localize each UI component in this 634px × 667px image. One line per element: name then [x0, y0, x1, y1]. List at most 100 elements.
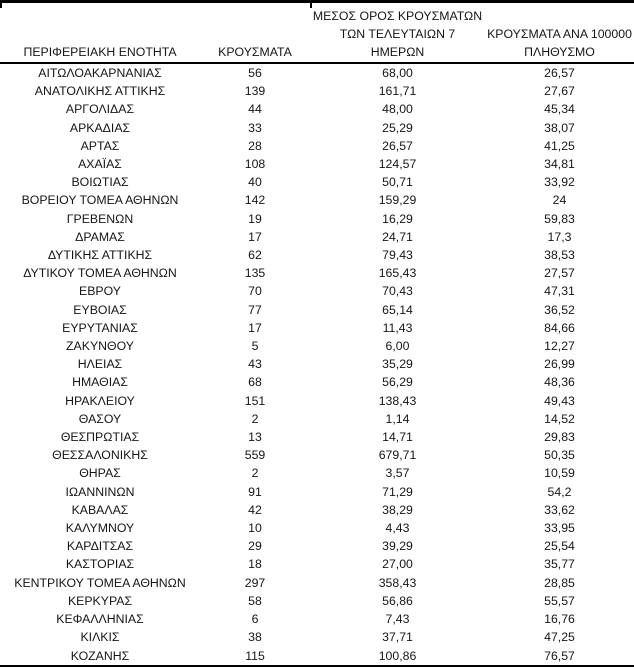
table-row: ΘΕΣΠΡΩΤΙΑΣ 13 14,71 29,83	[0, 428, 634, 446]
cell-cases: 297	[244, 575, 266, 590]
cell-avg7days: 39,29	[382, 539, 413, 554]
cell-avg7days: 124,57	[378, 157, 417, 172]
cell-region: ΓΡΕΒΕΝΩΝ	[66, 211, 134, 226]
cell-per100k: 38,07	[544, 120, 575, 135]
table-row: ΘΕΣΣΑΛΟΝΙΚΗΣ 559 679,71 50,35	[0, 446, 634, 464]
cell-cases: 91	[248, 484, 262, 499]
cell-per100k: 27,67	[544, 84, 575, 99]
table-row: ΚΑΣΤΟΡΙΑΣ 18 27,00 35,77	[0, 555, 634, 573]
cell-cases: 17	[248, 320, 262, 335]
cell-per100k: 17,3	[547, 229, 572, 244]
cell-per100k: 29,83	[544, 430, 575, 445]
cell-per100k: 33,95	[544, 521, 575, 536]
table-row: ΗΛΕΙΑΣ 43 35,29 26,99	[0, 355, 634, 373]
cell-region: ΚΑΒΑΛΑΣ	[71, 502, 129, 517]
cell-per100k: 47,31	[544, 284, 575, 299]
cell-cases: 70	[248, 284, 262, 299]
cell-cases: 33	[248, 120, 262, 135]
table-row: ΘΑΣΟΥ 2 1,14 14,52	[0, 410, 634, 428]
cell-region: ΗΜΑΘΙΑΣ	[72, 375, 128, 390]
cell-region: ΔΥΤΙΚΗΣ ΑΤΤΙΚΗΣ	[47, 248, 153, 263]
table-body: ΑΙΤΩΛΟΑΚΑΡΝΑΝΙΑΣ 56 68,00 26,57 ΑΝΑΤΟΛΙΚ…	[0, 63, 634, 666]
cell-per100k: 12,27	[544, 339, 575, 354]
cell-cases: 56	[248, 66, 262, 80]
cell-avg7days: 6,00	[385, 339, 410, 354]
cell-cases: 115	[245, 648, 265, 663]
cell-region: ΘΕΣΠΡΩΤΙΑΣ	[60, 430, 140, 445]
cell-region: ΕΥΡΥΤΑΝΙΑΣ	[62, 320, 138, 335]
table-row: ΑΧΑΪΑΣ 108 124,57 34,81	[0, 155, 634, 173]
table-row: ΕΥΡΥΤΑΝΙΑΣ 17 11,43 84,66	[0, 319, 634, 337]
table-row: ΙΩΑΝΝΙΝΩΝ 91 71,29 54,2	[0, 483, 634, 501]
cell-avg7days: 71,29	[382, 484, 413, 499]
table-row: ΕΒΡΟΥ 70 70,43 47,31	[0, 282, 634, 300]
cell-avg7days: 25,29	[382, 120, 413, 135]
cell-avg7days: 65,14	[382, 302, 413, 317]
cell-cases: 5	[251, 339, 259, 354]
table-row: ΑΝΑΤΟΛΙΚΗΣ ΑΤΤΙΚΗΣ 139 161,71 27,67	[0, 82, 634, 100]
table-header: ΠΕΡΙΦΕΡΕΙΑΚΗ ΕΝΟΤΗΤΑ ΚΡΟΥΣΜΑΤΑ ΜΕΣΟΣ ΟΡΟ…	[0, 1, 634, 64]
cell-avg7days: 16,29	[382, 211, 413, 226]
table-row: ΚΑΒΑΛΑΣ 42 38,29 33,62	[0, 501, 634, 519]
table-row: ΖΑΚΥΝΘΟΥ 5 6,00 12,27	[0, 337, 634, 355]
cell-per100k: 14,52	[544, 411, 575, 426]
cell-cases: 43	[248, 357, 262, 372]
table-row: ΔΥΤΙΚΗΣ ΑΤΤΙΚΗΣ 62 79,43 38,53	[0, 246, 634, 264]
cell-avg7days: 27,00	[382, 557, 413, 572]
cell-avg7days: 3,57	[385, 466, 410, 481]
cell-region: ΘΗΡΑΣ	[79, 466, 121, 481]
cell-cases: 68	[248, 375, 262, 390]
cell-region: ΗΡΑΚΛΕΙΟΥ	[65, 393, 135, 408]
cell-cases: 135	[244, 266, 266, 281]
table-row: ΚΕΡΚΥΡΑΣ 58 56,86 55,57	[0, 592, 634, 610]
cell-per100k: 76,57	[544, 648, 575, 663]
cell-avg7days: 68,00	[382, 66, 413, 80]
cell-cases: 13	[248, 430, 262, 445]
cell-region: ΚΕΝΤΡΙΚΟΥ ΤΟΜΕΑ ΑΘΗΝΩΝ	[14, 575, 186, 590]
cell-avg7days: 56,29	[382, 375, 413, 390]
cell-region: ΑΡΤΑΣ	[80, 138, 120, 153]
table-row: ΒΟΡΕΙΟΥ ΤΟΜΕΑ ΑΘΗΝΩΝ 142 159,29 24	[0, 191, 634, 209]
cell-region: ΚΑΛΥΜΝΟΥ	[65, 521, 135, 536]
cell-per100k: 24	[552, 193, 567, 208]
table-row: ΑΡΤΑΣ 28 26,57 41,25	[0, 137, 634, 155]
cell-avg7days: 79,43	[382, 248, 413, 263]
cell-avg7days: 37,71	[382, 630, 413, 645]
cell-per100k: 50,35	[544, 448, 575, 463]
table-row: ΚΑΛΥΜΝΟΥ 10 4,43 33,95	[0, 519, 634, 537]
col-header-avg7days: ΜΕΣΟΣ ΟΡΟΣ ΚΡΟΥΣΜΑΤΩΝ ΤΩΝ ΤΕΛΕΥΤΑΙΩΝ 7 Η…	[310, 1, 485, 64]
col-header-region: ΠΕΡΙΦΕΡΕΙΑΚΗ ΕΝΟΤΗΤΑ	[0, 1, 200, 64]
table-row: ΗΜΑΘΙΑΣ 68 56,29 48,36	[0, 373, 634, 391]
cell-cases: 139	[244, 84, 266, 99]
cell-avg7days: 48,00	[382, 102, 413, 117]
cell-region: ΔΡΑΜΑΣ	[75, 229, 125, 244]
cell-per100k: 55,57	[544, 593, 575, 608]
cell-per100k: 27,57	[544, 266, 575, 281]
cell-cases: 44	[248, 102, 262, 117]
table-row: ΚΙΛΚΙΣ 38 37,71 47,25	[0, 628, 634, 646]
cell-cases: 559	[244, 448, 266, 463]
cell-per100k: 35,77	[544, 557, 575, 572]
table-row: ΘΗΡΑΣ 2 3,57 10,59	[0, 464, 634, 482]
cell-region: ΑΡΓΟΛΙΔΑΣ	[65, 102, 135, 117]
cell-avg7days: 165,43	[378, 266, 417, 281]
cell-region: ΘΑΣΟΥ	[78, 411, 122, 426]
cell-per100k: 25,54	[544, 539, 575, 554]
cell-avg7days: 679,71	[378, 448, 417, 463]
table-row: ΔΥΤΙΚΟΥ ΤΟΜΕΑ ΑΘΗΝΩΝ 135 165,43 27,57	[0, 264, 634, 282]
cell-per100k: 54,2	[547, 484, 572, 499]
table-row: ΚΑΡΔΙΤΣΑΣ 29 39,29 25,54	[0, 537, 634, 555]
cell-per100k: 26,57	[544, 66, 575, 80]
cell-avg7days: 100,86	[378, 648, 417, 663]
cell-per100k: 38,53	[544, 248, 575, 263]
table-row: ΚΕΦΑΛΛΗΝΙΑΣ 6 7,43 16,76	[0, 610, 634, 628]
table-row: ΓΡΕΒΕΝΩΝ 19 16,29 59,83	[0, 210, 634, 228]
cell-avg7days: 24,71	[382, 229, 413, 244]
cell-region: ΚΕΦΑΛΛΗΝΙΑΣ	[56, 612, 144, 627]
cell-cases: 108	[244, 157, 266, 172]
cell-avg7days: 138,43	[378, 393, 417, 408]
table-row: ΔΡΑΜΑΣ 17 24,71 17,3	[0, 228, 634, 246]
cell-cases: 38	[248, 630, 262, 645]
table-row: ΑΡΓΟΛΙΔΑΣ 44 48,00 45,34	[0, 100, 634, 118]
